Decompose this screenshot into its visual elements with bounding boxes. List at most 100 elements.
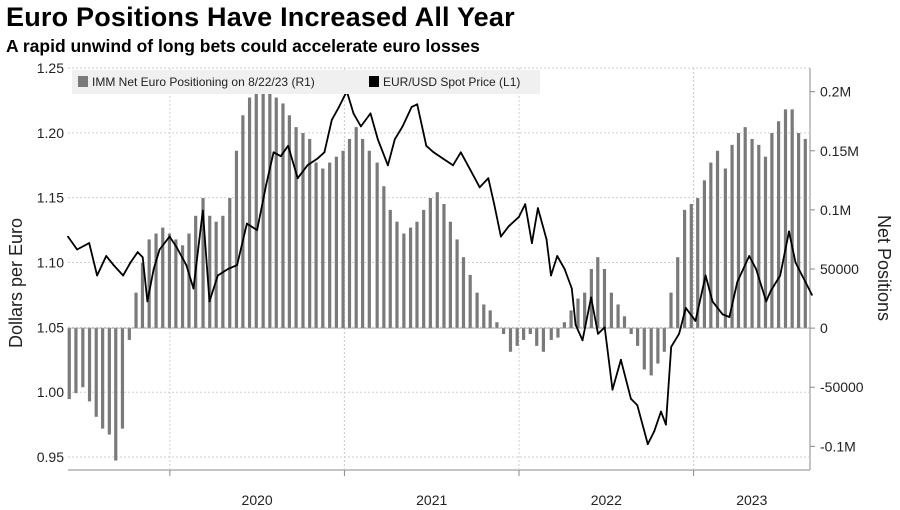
positioning-bar	[180, 245, 185, 329]
spot-price-point	[670, 345, 673, 348]
positioning-bar	[361, 138, 365, 329]
positioning-bar	[74, 328, 78, 394]
positioning-bar	[402, 233, 406, 329]
positioning-bar	[382, 186, 386, 329]
positioning-bar	[689, 203, 693, 329]
x-tick-label: 2023	[736, 492, 767, 508]
y-left-tick-label: 1.05	[37, 319, 64, 335]
spot-price-point	[296, 177, 299, 180]
positioning-bar	[94, 328, 98, 417]
spot-price-point	[478, 186, 481, 189]
positioning-bar	[475, 292, 479, 329]
positioning-bar	[522, 328, 526, 340]
spot-price-point	[227, 268, 229, 270]
spot-price-point	[556, 255, 559, 257]
spot-price-point	[369, 112, 372, 115]
positioning-bar	[161, 227, 165, 329]
positioning-bar	[87, 328, 92, 402]
positioning-bar	[609, 292, 613, 329]
spot-price-point	[306, 164, 309, 167]
spot-price-point	[728, 316, 731, 318]
positioning-bar	[709, 162, 713, 329]
y-left-tick-label: 1.15	[37, 190, 64, 206]
spot-price-point	[88, 242, 91, 245]
spot-price-point	[755, 268, 757, 270]
spot-price-point	[216, 274, 219, 277]
y-right-tick-label: -0.1M	[820, 438, 856, 454]
chart-subtitle: A rapid unwind of long bets could accele…	[6, 36, 480, 56]
spot-price-point	[459, 151, 462, 154]
positioning-bar	[367, 150, 371, 329]
positioning-bar	[669, 292, 673, 329]
positioning-bar	[636, 328, 640, 346]
positioning-bar	[723, 168, 727, 329]
spot-price-point	[129, 261, 132, 264]
positioning-bar	[140, 263, 145, 329]
positioning-bar	[715, 150, 720, 329]
positioning-bar	[508, 328, 513, 352]
spot-price-point	[146, 300, 149, 303]
spot-price-point	[416, 103, 419, 106]
positioning-bar	[120, 328, 125, 429]
spot-price-point	[581, 339, 584, 342]
positioning-bar	[187, 233, 191, 329]
x-tick-label: 2021	[416, 492, 447, 508]
spot-price-point	[678, 332, 680, 335]
positioning-bar	[602, 269, 607, 329]
positioning-bar	[287, 115, 291, 329]
spot-price-point	[338, 106, 340, 108]
legend-label-spot: EUR/USD Spot Price (L1)	[383, 75, 520, 89]
spot-price-point	[550, 274, 552, 277]
spot-price-point	[665, 423, 667, 426]
spot-price-point	[794, 261, 797, 264]
positioning-bar	[750, 138, 754, 329]
positioning-bar	[763, 156, 768, 329]
y-right-tick-label: 0.1M	[820, 202, 851, 218]
positioning-bar	[415, 221, 419, 329]
positioning-bar	[596, 257, 600, 329]
spot-price-point	[272, 151, 275, 154]
positioning-bar	[776, 121, 781, 329]
spot-price-point	[500, 235, 502, 238]
spot-price-point	[105, 255, 108, 257]
spot-price-point	[141, 256, 144, 259]
positioning-bar	[442, 203, 446, 329]
spot-price-point	[330, 119, 333, 121]
positioning-bar	[147, 239, 151, 329]
spot-price-point	[630, 397, 632, 400]
spot-price-point	[711, 300, 714, 303]
positioning-bar	[201, 198, 205, 329]
spot-price-point	[684, 307, 687, 309]
positioning-bar	[347, 138, 352, 329]
spot-price-point	[360, 125, 362, 128]
positioning-bar	[790, 109, 794, 329]
positioning-bar	[562, 322, 566, 329]
positioning-bar	[328, 162, 332, 329]
positioning-bar	[649, 328, 653, 376]
spot-price-point	[401, 125, 404, 128]
positioning-bar	[422, 209, 426, 329]
spot-price-point	[769, 290, 772, 292]
positioning-bar	[556, 328, 560, 338]
y-right-tick-label: 0.15M	[820, 143, 859, 159]
spot-price-point	[410, 106, 413, 108]
positioning-bar	[107, 328, 111, 435]
spot-price-point	[201, 209, 204, 212]
spot-price-point	[636, 404, 639, 407]
positioning-bar	[134, 292, 138, 329]
spot-price-point	[804, 281, 807, 283]
spot-price-point	[432, 151, 435, 154]
positioning-bar	[583, 292, 587, 329]
positioning-bar	[408, 227, 413, 329]
positioning-bar	[616, 304, 620, 329]
positioning-bar	[743, 127, 747, 329]
spot-price-point	[653, 430, 656, 432]
positioning-bar	[101, 328, 105, 429]
spot-price-point	[387, 164, 389, 167]
spot-price-point	[765, 300, 768, 303]
positioning-bar	[448, 221, 452, 329]
spot-price-point	[531, 242, 533, 245]
spot-price-point	[517, 216, 520, 219]
spot-price-point	[620, 358, 622, 361]
